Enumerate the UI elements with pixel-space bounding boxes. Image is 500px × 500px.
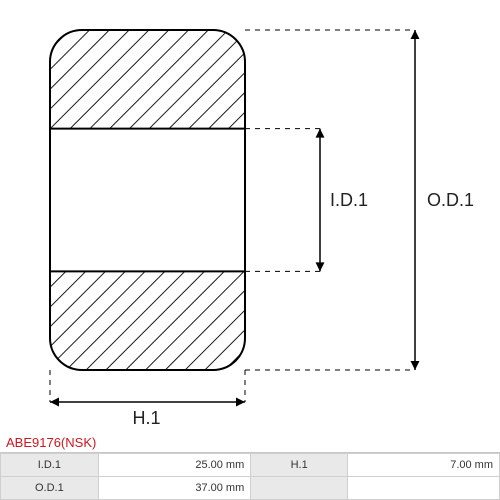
bearing-cross-section-diagram: I.D.1 O.D.1 H.1 — [0, 0, 500, 440]
dimension-label-h1: H.1 — [133, 408, 161, 429]
spec-val-empty — [348, 477, 500, 500]
dimension-label-id1: I.D.1 — [330, 190, 368, 211]
table-row: I.D.1 25.00 mm H.1 7.00 mm — [1, 454, 500, 477]
spec-key-empty — [251, 477, 348, 500]
spec-val-h1: 7.00 mm — [348, 454, 500, 477]
table-row: O.D.1 37.00 mm — [1, 477, 500, 500]
dimension-label-od1: O.D.1 — [427, 190, 474, 211]
spec-val-id1: 25.00 mm — [98, 454, 251, 477]
spec-key-id1: I.D.1 — [1, 454, 99, 477]
part-number: ABE9176(NSK) — [0, 433, 500, 453]
spec-section: ABE9176(NSK) I.D.1 25.00 mm H.1 7.00 mm … — [0, 433, 500, 500]
spec-val-od1: 37.00 mm — [98, 477, 251, 500]
diagram-svg — [0, 0, 500, 440]
spec-table: I.D.1 25.00 mm H.1 7.00 mm O.D.1 37.00 m… — [0, 453, 500, 500]
spec-key-h1: H.1 — [251, 454, 348, 477]
spec-key-od1: O.D.1 — [1, 477, 99, 500]
